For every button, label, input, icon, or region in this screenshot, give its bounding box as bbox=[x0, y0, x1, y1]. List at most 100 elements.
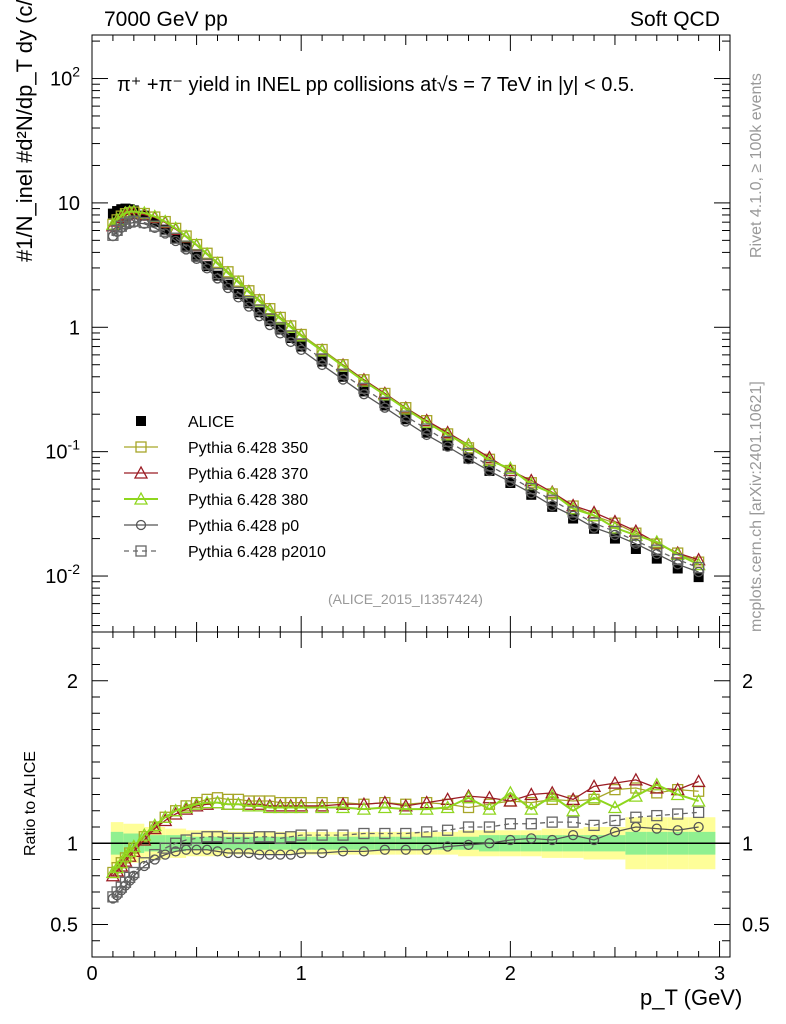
point-p380 bbox=[440, 427, 455, 441]
alice-point bbox=[181, 242, 192, 253]
ratio-point-p2010 bbox=[400, 827, 412, 840]
ratio-y-tick-label: 1 bbox=[67, 833, 78, 855]
point-p0 bbox=[296, 344, 307, 356]
ratio-point-p370 bbox=[440, 792, 455, 806]
ratio-point-p0 bbox=[296, 847, 307, 859]
ratio-point-p0 bbox=[547, 834, 558, 846]
ratio-point-p0 bbox=[672, 825, 683, 836]
alice-point bbox=[222, 279, 233, 290]
point-p380 bbox=[419, 415, 434, 429]
ratio-point-p0 bbox=[337, 846, 349, 857]
alice-point bbox=[505, 477, 516, 488]
series-line-p350 bbox=[112, 211, 699, 563]
point-p2010 bbox=[115, 220, 127, 232]
mcplots-label: mcplots.cern.ch [arXiv:2401.10621] bbox=[748, 381, 765, 632]
point-p2010 bbox=[672, 553, 684, 566]
point-p0 bbox=[254, 311, 265, 322]
ratio-point-p380 bbox=[241, 798, 256, 812]
ratio-point-p0 bbox=[463, 839, 474, 851]
ratio-point-p380 bbox=[315, 800, 330, 814]
y-tick-exp: 2 bbox=[72, 64, 80, 80]
alice-point bbox=[191, 251, 202, 262]
point-p2010 bbox=[483, 460, 496, 472]
rivet-label: Rivet 4.1.0, ≥ 100k events bbox=[748, 73, 765, 258]
point-p380 bbox=[545, 485, 560, 499]
point-p2010 bbox=[504, 471, 517, 483]
alice-point bbox=[202, 261, 213, 272]
alice-point bbox=[243, 298, 254, 309]
point-p2010 bbox=[379, 396, 391, 409]
ratio-point-p2010 bbox=[567, 816, 579, 828]
ratio-point-p380 bbox=[252, 798, 267, 812]
ratio-point-p350 bbox=[630, 782, 642, 794]
ratio-point-p350 bbox=[138, 831, 150, 843]
point-p2010 bbox=[295, 338, 307, 350]
y-tick-base: 10 bbox=[45, 566, 67, 588]
ratio-point-p370 bbox=[294, 798, 309, 812]
ratio-point-p370 bbox=[628, 772, 643, 786]
ratio-point-p0 bbox=[693, 821, 704, 833]
ratio-point-p0 bbox=[233, 847, 244, 859]
y-tick-label: 1 bbox=[69, 317, 80, 339]
ratio-line-p370 bbox=[112, 779, 699, 877]
point-p2010 bbox=[462, 447, 475, 460]
ratio-y-tick-label-right: 0.5 bbox=[742, 915, 770, 937]
point-p380 bbox=[283, 319, 298, 333]
ratio-point-p380 bbox=[524, 801, 539, 815]
y-tick-label: 10-1 bbox=[45, 437, 80, 464]
legend-label-p380: Pythia 6.428 380 bbox=[188, 492, 308, 509]
y-tick-label: 10-2 bbox=[45, 561, 80, 588]
point-p370 bbox=[691, 552, 706, 566]
ratio-point-p2010 bbox=[379, 827, 391, 840]
ratio-point-p370 bbox=[283, 798, 298, 812]
point-p380 bbox=[398, 401, 413, 415]
ratio-y-tick-label: 2 bbox=[67, 671, 78, 693]
y-tick-exp: -2 bbox=[68, 561, 81, 577]
ratio-point-p370 bbox=[419, 795, 434, 809]
legend-marker-p370 bbox=[133, 465, 149, 479]
point-p2010 bbox=[253, 304, 265, 316]
alice-point bbox=[128, 205, 139, 216]
ratio-point-p0 bbox=[651, 823, 662, 834]
ratio-point-p2010 bbox=[149, 848, 161, 861]
point-p380 bbox=[273, 311, 288, 325]
point-p380 bbox=[503, 461, 518, 475]
ratio-point-p380 bbox=[294, 800, 309, 814]
ratio-point-p380 bbox=[377, 800, 392, 814]
ratio-point-p2010 bbox=[692, 806, 705, 819]
alice-point bbox=[442, 440, 453, 451]
ratio-point-p2010 bbox=[128, 866, 140, 879]
main-panel-frame bbox=[91, 34, 731, 633]
x-tick-label: 3 bbox=[714, 963, 725, 985]
ratio-point-p380 bbox=[419, 801, 434, 815]
ratio-point-p380 bbox=[398, 801, 413, 815]
ratio-point-p2010 bbox=[672, 808, 684, 820]
ratio-point-p2010 bbox=[295, 829, 307, 841]
ratio-point-p380 bbox=[670, 787, 685, 801]
point-p370 bbox=[566, 498, 581, 512]
point-p2010 bbox=[201, 258, 213, 270]
ratio-point-p370 bbox=[461, 788, 476, 802]
ratio-y-tick-label: 0.5 bbox=[50, 915, 78, 937]
ratio-point-p380 bbox=[649, 777, 664, 791]
point-p380 bbox=[262, 303, 277, 317]
ratio-point-p0 bbox=[264, 849, 275, 860]
point-p0 bbox=[316, 359, 328, 371]
point-p370 bbox=[482, 450, 497, 464]
ratio-uncertainty-bands bbox=[92, 817, 730, 870]
ratio-point-p370 bbox=[262, 798, 277, 812]
ratio-point-p2010 bbox=[138, 857, 150, 869]
point-p370 bbox=[524, 473, 539, 487]
ratio-point-p380 bbox=[461, 790, 476, 804]
ratio-point-p380 bbox=[137, 827, 152, 841]
ratio-point-p380 bbox=[262, 800, 277, 814]
ratio-point-p370 bbox=[273, 798, 288, 812]
analysis-watermark: (ALICE_2015_I1357424) bbox=[328, 591, 483, 607]
point-p380 bbox=[335, 358, 351, 372]
x-tick-label: 0 bbox=[86, 963, 97, 985]
point-p2010 bbox=[211, 267, 224, 280]
point-p380 bbox=[649, 534, 664, 548]
point-p2010 bbox=[170, 232, 182, 244]
alice-point bbox=[421, 427, 432, 438]
